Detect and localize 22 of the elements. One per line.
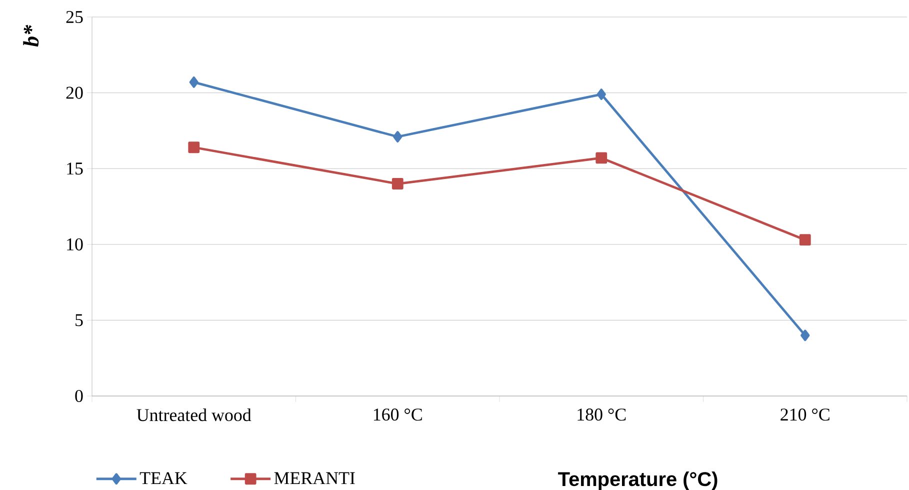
x-axis-title: Temperature (°C) [558, 472, 718, 490]
y-tick-label: 15 [67, 162, 83, 175]
point [800, 330, 810, 342]
y-tick-label: 25 [66, 10, 83, 24]
point [189, 76, 198, 88]
point [392, 178, 404, 190]
y-axis-title: b* [23, 24, 39, 47]
legend-label: MERANTI [274, 472, 355, 484]
point [393, 131, 402, 142]
legend-label: TEAK [140, 472, 188, 484]
x-tick-label: Untreated wood [136, 408, 252, 422]
point [596, 88, 606, 100]
x-tick-label: 160 °C [374, 408, 422, 421]
x-tick-label: 210 °C [780, 408, 830, 421]
y-tick-label: 10 [67, 238, 83, 250]
y-tick-label: 5 [76, 314, 83, 326]
point [188, 142, 200, 154]
point [799, 234, 811, 246]
y-tick-label: 0 [75, 390, 83, 402]
point [596, 152, 608, 164]
y-tick-label: 20 [66, 86, 83, 99]
x-tick-label: 180 °C [578, 408, 626, 421]
